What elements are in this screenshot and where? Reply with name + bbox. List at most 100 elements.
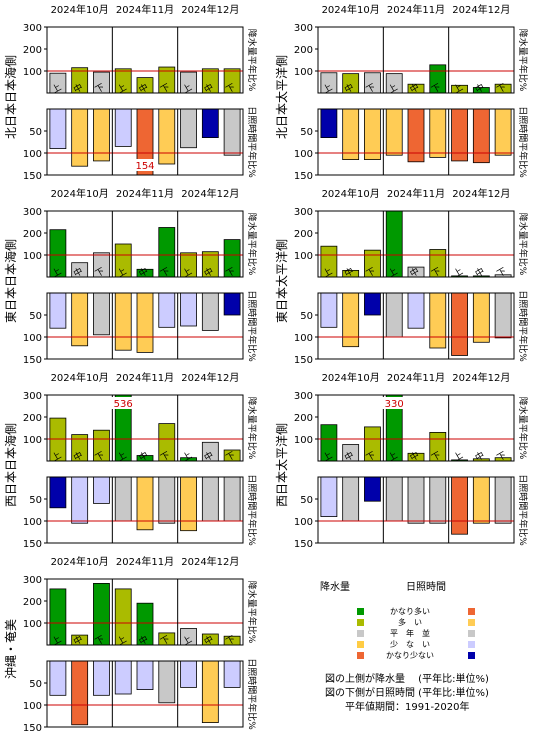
legend-label: かなり少ない [386, 651, 434, 660]
period-label: 下 [430, 451, 443, 464]
sunshine-bar [385, 476, 403, 522]
month-label: 2024年11月 [116, 555, 174, 568]
precip-tick-label: 200 [23, 597, 42, 608]
precip-axis-label: 降水量平年比% [517, 29, 529, 92]
month-label: 2024年11月 [387, 371, 445, 384]
precip-tick-label: 100 [294, 435, 313, 446]
precip-tick-label: 300 [294, 391, 313, 402]
period-label: 下 [94, 635, 107, 648]
precip-tick-label: 300 [294, 23, 313, 34]
precip-frame [46, 210, 244, 278]
sunshine-bar [114, 108, 132, 147]
period-label: 下 [496, 83, 509, 96]
sunshine-bar [93, 292, 110, 336]
sunshine-bar [342, 292, 360, 348]
sunshine-bar [201, 108, 219, 139]
sunshine-bar [385, 108, 403, 156]
precip-frame [46, 578, 244, 646]
period-label: 中 [408, 449, 422, 464]
precip-tick-label: 200 [23, 45, 42, 56]
month-label: 2024年12月 [452, 187, 510, 200]
legend-precip-swatch [357, 608, 364, 615]
period-label: 下 [225, 83, 238, 96]
sunshine-bar [201, 660, 219, 723]
month-label: 2024年10月 [322, 187, 380, 200]
precip-axis-label: 降水量平年比% [517, 397, 529, 460]
sunshine-bar [472, 476, 490, 524]
sunshine-tick-label: 100 [23, 701, 42, 712]
sunshine-bar [472, 292, 490, 343]
sunshine-bar [451, 476, 468, 535]
period-label: 下 [225, 267, 238, 280]
sunshine-axis-label: 日照時間平年比% [246, 106, 258, 178]
sunshine-bar [93, 660, 110, 696]
region-label: 西日本太平洋側 [274, 423, 289, 507]
sunshine-axis-label: 日照時間平年比% [246, 658, 258, 730]
period-label: 上 [181, 450, 194, 464]
period-label: 中 [473, 81, 487, 96]
sunshine-value-label: 154 [135, 161, 154, 172]
region-label: 沖縄・奄美 [3, 619, 18, 679]
month-label: 2024年12月 [181, 187, 239, 200]
sunshine-bar [472, 108, 490, 164]
sunshine-tick-label: 100 [23, 517, 42, 528]
sunshine-axis-label: 日照時間平年比% [517, 106, 529, 178]
period-label: 上 [452, 450, 465, 464]
precip-tick-label: 100 [23, 435, 42, 446]
precip-frame [317, 394, 515, 462]
month-label: 2024年12月 [181, 371, 239, 384]
month-label: 2024年11月 [116, 187, 174, 200]
sunshine-tick-label: 50 [29, 311, 42, 322]
period-label: 下 [430, 83, 443, 96]
sunshine-bar [180, 292, 197, 327]
sunshine-bar [201, 476, 219, 522]
precip-tick-label: 100 [23, 67, 42, 78]
sunshine-tick-label: 100 [294, 149, 313, 160]
precip-value-label: 536 [114, 399, 133, 410]
legend-precip-swatch [357, 641, 364, 648]
period-label: 下 [225, 635, 238, 648]
legend-label: かなり多い [390, 607, 430, 616]
month-label: 2024年10月 [51, 3, 109, 16]
precip-frame [317, 26, 515, 94]
period-label: 下 [496, 267, 509, 280]
sunshine-bar [494, 108, 512, 156]
precip-tick-label: 100 [23, 619, 42, 630]
precip-tick-label: 200 [294, 413, 313, 424]
sunshine-bar [320, 292, 338, 328]
sunshine-tick-label: 150 [23, 355, 42, 366]
sunshine-tick-label: 100 [294, 333, 313, 344]
sunshine-tick-label: 150 [294, 355, 313, 366]
sunshine-bar [429, 476, 447, 524]
period-label: 中 [137, 449, 151, 464]
sunshine-frame [46, 108, 244, 176]
precip-tick-label: 300 [23, 575, 42, 586]
region-label: 東日本太平洋側 [274, 239, 289, 323]
precip-tick-label: 300 [23, 391, 42, 402]
sunshine-bar [71, 660, 89, 726]
region-label: 西日本日本海側 [3, 423, 18, 507]
period-label: 中 [408, 81, 422, 96]
sunshine-tick-label: 50 [29, 679, 42, 690]
legend-sunshine-header: 日照時間 [406, 582, 446, 593]
sunshine-bar [320, 476, 338, 517]
region-label: 北日本日本海側 [3, 55, 18, 139]
precip-axis-label: 降水量平年比% [246, 213, 258, 276]
legend-note-sunshine: 図の下側が日照時間 (平年比:単位%) [325, 688, 489, 699]
legend-precip-swatch [357, 652, 364, 659]
sunshine-tick-label: 100 [294, 517, 313, 528]
month-label: 2024年10月 [322, 3, 380, 16]
sunshine-tick-label: 150 [294, 539, 313, 550]
value-label-bg [110, 397, 136, 409]
sunshine-bar [364, 476, 381, 502]
legend-row: かなり多い [320, 606, 540, 617]
precip-frame [46, 26, 244, 94]
sunshine-bar [158, 476, 176, 524]
precip-value-label: 330 [385, 399, 404, 410]
month-label: 2024年12月 [452, 371, 510, 384]
sunshine-axis-label: 日照時間平年比% [246, 474, 258, 546]
sunshine-frame [317, 108, 515, 176]
sunshine-axis-label: 日照時間平年比% [517, 474, 529, 546]
precip-tick-label: 100 [294, 67, 313, 78]
